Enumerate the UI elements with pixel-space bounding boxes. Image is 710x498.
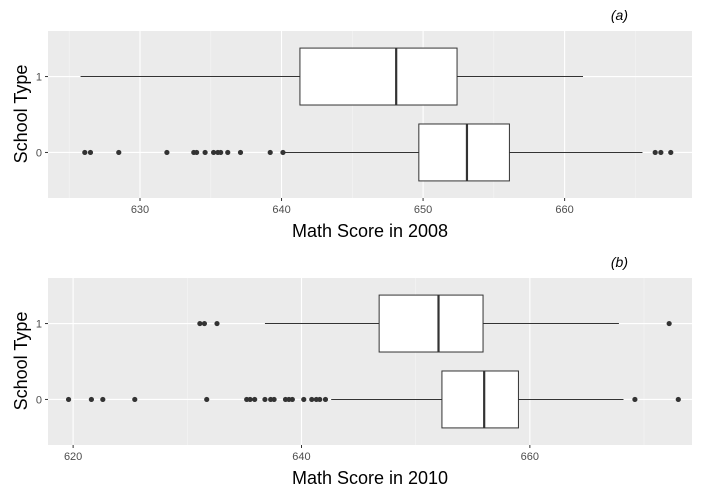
- outlier-point: [65, 396, 72, 403]
- outlier-point: [262, 396, 268, 403]
- outlier-point: [280, 149, 286, 156]
- box: [418, 123, 510, 182]
- box-marks: [65, 294, 681, 429]
- outlier-point: [652, 149, 658, 156]
- y-tick-label: 0: [36, 394, 42, 406]
- x-tick-label: 630: [131, 204, 149, 216]
- outlier-point: [301, 396, 307, 403]
- panel-tag: (b): [611, 254, 628, 270]
- outlier-point: [309, 396, 315, 403]
- outlier-point: [116, 149, 122, 156]
- outlier-point: [317, 396, 323, 403]
- box: [299, 47, 458, 106]
- y-tick-label: 1: [36, 72, 42, 84]
- outlier-point: [87, 149, 94, 156]
- y-tick-label: 0: [36, 147, 42, 159]
- x-ticks: 620 640 660: [64, 445, 539, 463]
- outlier-point: [197, 320, 203, 327]
- outlier-point: [204, 396, 210, 403]
- y-ticks: 01: [36, 319, 48, 406]
- outlier-point: [211, 149, 217, 156]
- x-axis-title: Math Score in 2008: [292, 221, 448, 241]
- outlier-point: [100, 396, 106, 403]
- outlier-point: [214, 320, 220, 327]
- x-tick-label: 640: [292, 451, 310, 463]
- box-marks: [80, 47, 674, 182]
- outlier-point: [322, 396, 329, 403]
- outlier-point: [267, 149, 273, 156]
- outlier-point: [675, 396, 681, 403]
- plot-background: [48, 278, 692, 445]
- outlier-point: [132, 396, 138, 403]
- y-axis-title: School Type: [11, 312, 31, 411]
- panel-b: 620 640 660 01 (b) Math Score in 2010 Scho…: [11, 254, 692, 488]
- y-ticks: 01: [36, 72, 48, 159]
- outlier-point: [247, 396, 253, 403]
- box: [378, 294, 484, 353]
- panel-tag: (a): [611, 7, 628, 23]
- outlier-point: [225, 149, 231, 156]
- outlier-point: [289, 396, 295, 403]
- x-ticks: 630 640 650 660: [131, 198, 574, 216]
- box: [441, 370, 519, 429]
- outlier-point: [164, 149, 170, 156]
- outlier-point: [218, 149, 224, 156]
- outlier-point: [666, 320, 672, 327]
- y-tick-label: 1: [36, 319, 42, 331]
- panel-a: 630 640 650 660 01 (a) Math Score in 2008 S…: [11, 7, 692, 241]
- outlier-point: [668, 149, 674, 156]
- y-axis-title: School Type: [11, 65, 31, 164]
- outlier-point: [82, 149, 88, 156]
- x-tick-label: 650: [414, 204, 432, 216]
- outlier-point: [658, 149, 664, 156]
- outlier-point: [252, 396, 258, 403]
- x-tick-label: 660: [555, 204, 573, 216]
- x-tick-label: 620: [64, 451, 82, 463]
- x-axis-title: Math Score in 2010: [292, 468, 448, 488]
- outlier-point: [632, 396, 638, 403]
- outlier-point: [88, 396, 94, 403]
- x-tick-label: 660: [521, 451, 539, 463]
- x-tick-label: 640: [272, 204, 290, 216]
- outlier-point: [201, 320, 208, 327]
- outlier-point: [271, 396, 277, 403]
- outlier-point: [202, 149, 208, 156]
- outlier-point: [237, 149, 244, 156]
- outlier-point: [194, 149, 200, 156]
